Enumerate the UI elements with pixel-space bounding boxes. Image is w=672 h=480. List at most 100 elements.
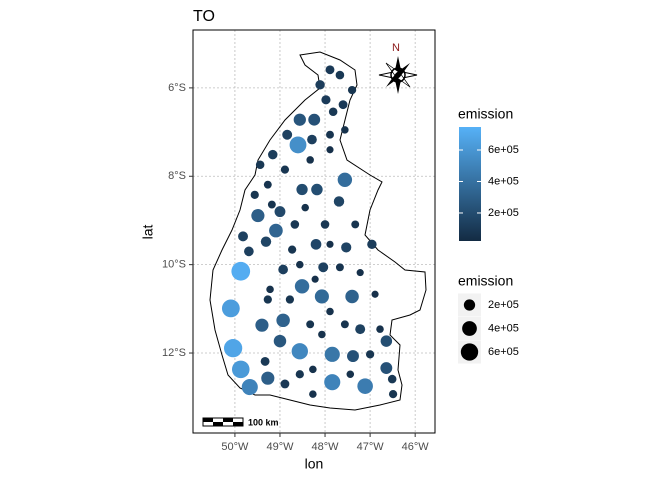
point: [276, 313, 290, 328]
x-tick-label: 48°W: [312, 441, 340, 453]
point: [268, 149, 278, 160]
point: [309, 390, 317, 398]
point: [293, 113, 306, 126]
point: [335, 70, 345, 80]
point: [315, 80, 325, 90]
point: [376, 325, 384, 333]
y-axis-title: lat: [140, 225, 156, 240]
point: [314, 289, 329, 304]
point: [326, 130, 334, 139]
point: [387, 374, 397, 384]
point: [223, 339, 243, 358]
point: [337, 172, 353, 188]
point: [341, 242, 352, 253]
point: [291, 343, 308, 360]
point: [260, 356, 270, 366]
point: [318, 262, 329, 273]
point: [367, 239, 377, 250]
point: [356, 269, 364, 277]
point: [355, 324, 366, 335]
y-tick-label: 6°S: [168, 82, 186, 94]
point: [318, 330, 326, 339]
point: [278, 264, 288, 275]
point: [328, 107, 338, 117]
state-outline: [209, 51, 427, 411]
colorbar: [459, 127, 481, 241]
scale-label: 100 km: [248, 417, 279, 427]
point: [306, 320, 315, 329]
point: [244, 246, 254, 257]
y-tick-label: 8°S: [168, 170, 186, 182]
point: [274, 206, 286, 218]
point: [221, 299, 240, 318]
legend-title: emission: [458, 273, 513, 289]
point: [347, 85, 357, 95]
point: [255, 318, 269, 332]
legend-point: [463, 299, 476, 311]
legend-label: 4e+05: [488, 175, 519, 187]
point: [231, 360, 250, 379]
point: [346, 370, 355, 378]
point: [335, 263, 344, 272]
point: [251, 209, 265, 223]
point: [380, 335, 393, 347]
point: [269, 223, 283, 238]
point: [260, 236, 272, 247]
legend-label: 4e+05: [488, 322, 519, 334]
point: [321, 95, 331, 105]
point: [263, 295, 272, 304]
legend-label: 6e+05: [488, 346, 519, 358]
panel-border: [192, 29, 436, 434]
x-tick-label: 50°W: [221, 441, 249, 453]
point: [371, 290, 379, 298]
point: [296, 260, 304, 269]
point: [326, 146, 334, 154]
point: [280, 379, 290, 389]
point: [280, 165, 290, 174]
point: [351, 220, 360, 229]
point: [338, 100, 348, 110]
y-tick-label: 12°S: [162, 347, 186, 359]
x-tick-label: 46°W: [402, 441, 430, 453]
point: [296, 183, 308, 196]
point: [326, 307, 334, 316]
x-tick-label: 49°W: [266, 441, 294, 453]
chart-title: TO: [193, 8, 215, 25]
legend-point: [460, 343, 479, 361]
point: [295, 370, 304, 379]
point: [340, 320, 349, 329]
point: [294, 279, 310, 294]
point: [324, 346, 340, 362]
point: [307, 134, 317, 145]
point: [365, 350, 375, 359]
point: [347, 350, 359, 363]
legend-label: 6e+05: [488, 144, 519, 156]
point: [320, 220, 330, 229]
point: [261, 371, 275, 385]
point: [309, 365, 317, 374]
north-arrow: [378, 56, 418, 94]
point: [238, 231, 248, 242]
point: [357, 378, 373, 394]
x-tick-label: 47°W: [357, 441, 385, 453]
point: [341, 126, 349, 134]
point: [306, 156, 314, 164]
point: [263, 180, 272, 189]
legend-title: emission: [458, 106, 513, 122]
point: [333, 196, 345, 207]
north-label: N: [392, 42, 400, 54]
point: [325, 65, 335, 75]
point: [285, 295, 295, 304]
point: [288, 245, 297, 254]
point: [324, 374, 341, 391]
point: [310, 238, 322, 250]
point: [250, 190, 259, 199]
point: [345, 289, 359, 304]
point: [290, 220, 300, 229]
legend-label: 2e+05: [488, 207, 519, 219]
point: [311, 183, 323, 196]
point: [301, 203, 309, 212]
point: [231, 261, 251, 281]
point: [282, 129, 293, 140]
